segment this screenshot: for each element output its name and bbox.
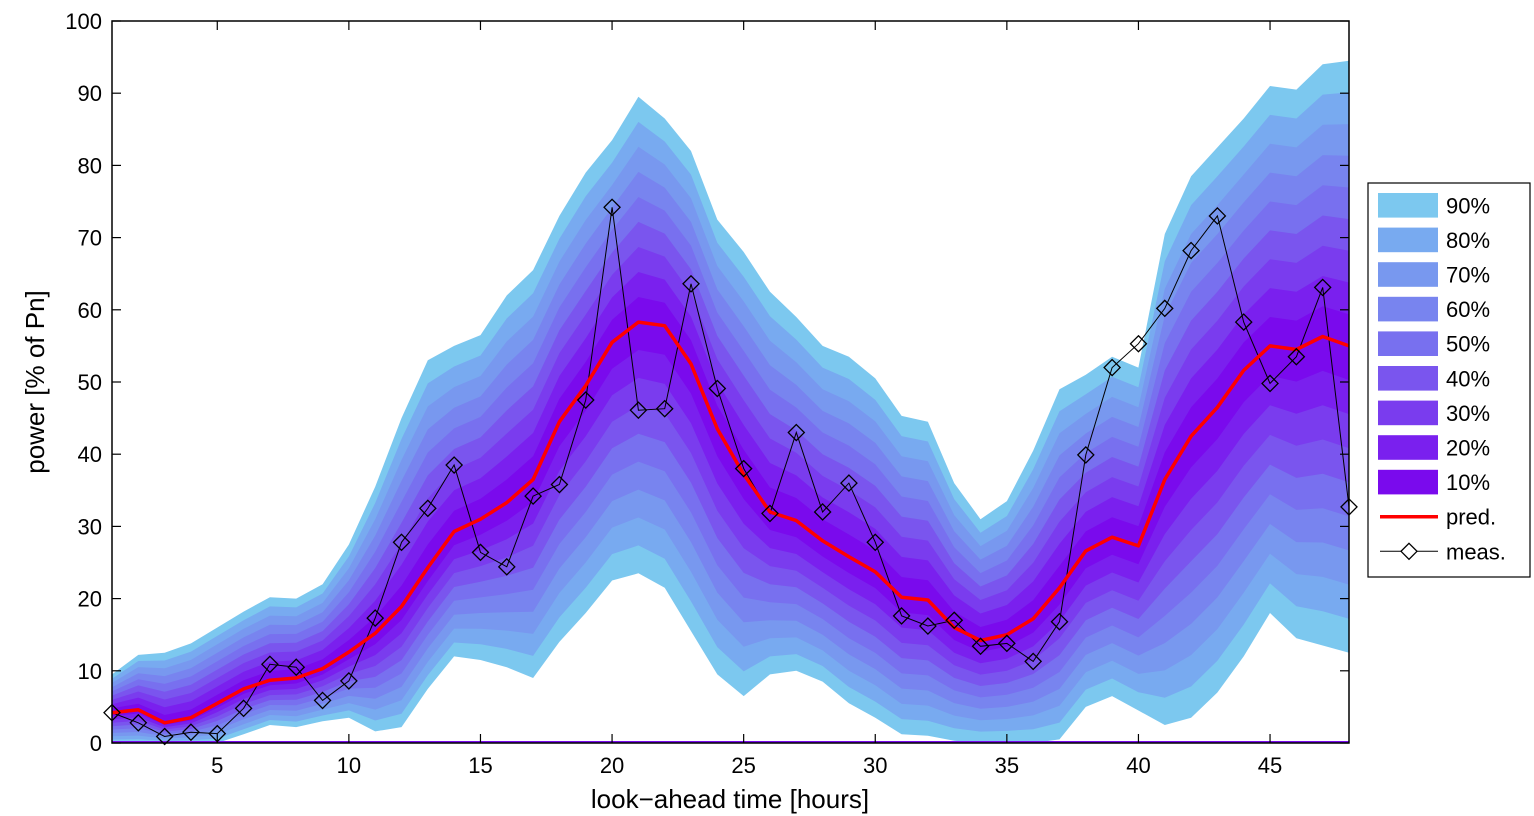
band-10pct bbox=[112, 297, 1349, 725]
meas-point bbox=[366, 609, 385, 628]
legend-label: 70% bbox=[1446, 263, 1490, 288]
y-tick-label: 100 bbox=[65, 9, 102, 34]
meas-point bbox=[1234, 313, 1253, 331]
meas-point bbox=[1208, 207, 1227, 225]
legend-swatch bbox=[1378, 296, 1438, 322]
meas-point bbox=[1076, 446, 1095, 464]
lines-layer bbox=[103, 198, 1358, 746]
meas-point bbox=[287, 658, 306, 677]
legend-label: 50% bbox=[1446, 332, 1490, 357]
legend-label: 90% bbox=[1446, 193, 1490, 218]
legend-swatch bbox=[1378, 193, 1438, 218]
legend-label: meas. bbox=[1446, 539, 1506, 564]
y-tick-label: 20 bbox=[78, 587, 102, 612]
series-line-pred bbox=[111, 320, 1350, 725]
meas-point bbox=[155, 727, 174, 746]
legend-marker-meas bbox=[1400, 542, 1418, 561]
legend-label: 80% bbox=[1446, 228, 1490, 253]
x-tick-label: 15 bbox=[468, 753, 492, 778]
meas-point bbox=[945, 611, 964, 630]
meas-point bbox=[892, 607, 911, 625]
legend-swatch bbox=[1378, 400, 1438, 426]
legend-label: pred. bbox=[1446, 505, 1496, 530]
meas-point bbox=[761, 504, 779, 523]
legend-label: 60% bbox=[1446, 297, 1490, 322]
meas-point bbox=[1155, 299, 1174, 318]
meas-point bbox=[1261, 374, 1279, 393]
x-tick-label: 40 bbox=[1126, 753, 1150, 778]
meas-point bbox=[708, 379, 727, 398]
meas-point bbox=[997, 634, 1016, 653]
meas-point bbox=[234, 699, 253, 718]
legend-swatch bbox=[1378, 435, 1438, 460]
meas-point bbox=[1103, 358, 1122, 377]
legend-swatch bbox=[1378, 469, 1438, 495]
meas-point bbox=[129, 713, 148, 732]
y-tick-label: 80 bbox=[78, 153, 102, 178]
x-tick-label: 35 bbox=[995, 753, 1019, 778]
x-axis-title: look−ahead time [hours] bbox=[591, 784, 869, 814]
meas-point bbox=[182, 723, 200, 742]
meas-point bbox=[576, 391, 595, 409]
y-axis-title: power [% of Pn] bbox=[20, 290, 50, 474]
meas-point bbox=[1313, 278, 1332, 297]
meas-point bbox=[471, 543, 490, 562]
meas-point bbox=[866, 533, 885, 552]
meas-point bbox=[1050, 612, 1069, 631]
meas-point bbox=[813, 503, 832, 521]
x-tick-label: 5 bbox=[211, 753, 223, 778]
ticks-layer: 5 10 15 20 25 30 35 40 45 0 10 20 30 40 50 60 70 80 90 100 bbox=[65, 9, 1349, 778]
legend-label: 30% bbox=[1446, 401, 1490, 426]
legend-swatch bbox=[1378, 366, 1438, 391]
x-tick-label: 25 bbox=[731, 753, 755, 778]
y-tick-label: 60 bbox=[78, 298, 102, 323]
y-tick-label: 50 bbox=[78, 370, 102, 395]
meas-point bbox=[313, 691, 332, 710]
legend-swatch bbox=[1378, 262, 1438, 287]
meas-point bbox=[524, 487, 543, 505]
legend-label: 20% bbox=[1446, 436, 1490, 461]
meas-point bbox=[629, 401, 648, 420]
meas-point bbox=[603, 198, 621, 217]
meas-point bbox=[497, 557, 516, 576]
meas-point bbox=[550, 475, 569, 494]
meas-point bbox=[445, 456, 464, 474]
meas-point bbox=[971, 637, 990, 656]
meas-point bbox=[918, 617, 937, 635]
x-tick-label: 10 bbox=[337, 753, 361, 778]
meas-point bbox=[1287, 347, 1306, 366]
legend: 90% 80% 70% 60% 50% 40% 30% 20% 10% pred. meas. bbox=[1367, 182, 1531, 578]
y-tick-label: 0 bbox=[90, 731, 102, 756]
x-tick-label: 30 bbox=[863, 753, 887, 778]
y-tick-label: 70 bbox=[78, 226, 102, 251]
meas-point bbox=[1129, 334, 1148, 353]
meas-point bbox=[787, 423, 806, 442]
meas-point bbox=[655, 399, 674, 418]
y-tick-label: 30 bbox=[78, 514, 102, 539]
meas-point bbox=[392, 533, 411, 552]
meas-point bbox=[339, 671, 358, 690]
meas-point bbox=[682, 274, 700, 293]
legend-swatch bbox=[1378, 227, 1438, 253]
meas-point bbox=[840, 474, 858, 492]
series-line-meas bbox=[111, 207, 1350, 738]
meas-point bbox=[1024, 652, 1043, 671]
y-tick-label: 40 bbox=[78, 442, 102, 467]
legend-label: 10% bbox=[1446, 470, 1490, 495]
y-tick-label: 10 bbox=[78, 659, 102, 684]
legend-swatch bbox=[1378, 331, 1438, 356]
x-tick-label: 45 bbox=[1258, 753, 1282, 778]
legend-label: 40% bbox=[1446, 366, 1490, 391]
meas-point bbox=[260, 655, 279, 674]
x-tick-label: 20 bbox=[600, 753, 624, 778]
meas-point bbox=[1182, 241, 1201, 260]
meas-point bbox=[734, 459, 753, 478]
y-tick-label: 90 bbox=[78, 81, 102, 106]
meas-point bbox=[418, 499, 437, 518]
